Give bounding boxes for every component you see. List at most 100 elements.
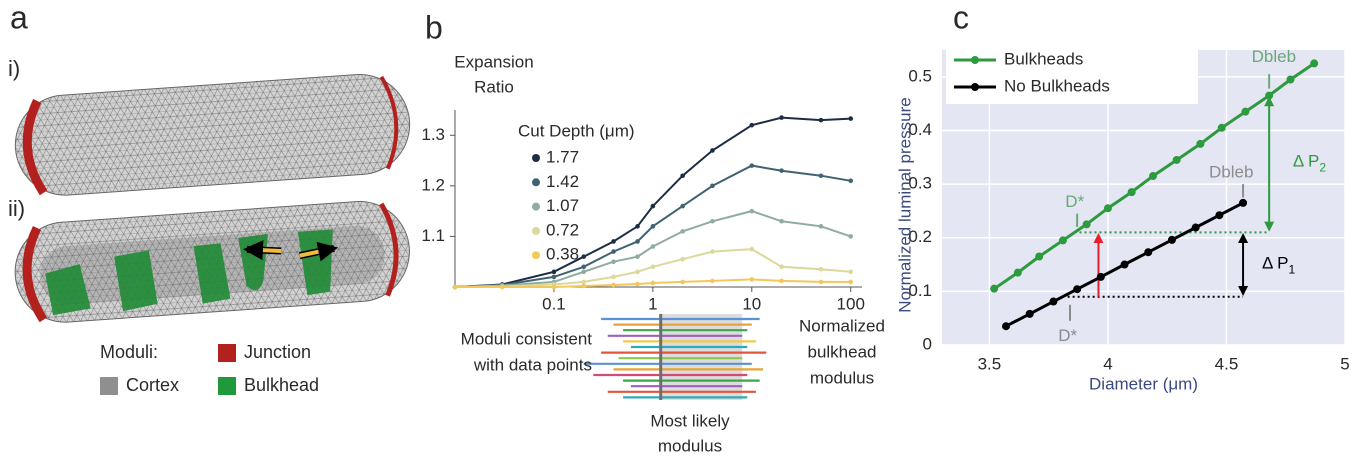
legend-label: Bulkhead: [244, 375, 319, 395]
data-point: [500, 285, 505, 290]
data-point: [848, 179, 853, 184]
data-point: [1073, 285, 1081, 293]
data-point: [453, 285, 458, 290]
data-point: [680, 204, 685, 209]
data-point: [1310, 59, 1318, 67]
legend-marker: [532, 251, 540, 259]
y-tick-label: 1.2: [421, 175, 445, 194]
most-likely-label: modulus: [658, 436, 722, 455]
x-axis-title: Diameter (μm): [1089, 374, 1198, 393]
x-tick-label: 1: [648, 294, 657, 313]
data-point: [1239, 199, 1247, 207]
ranges-label: Moduli consistent: [461, 329, 593, 348]
legend-swatch: [218, 344, 236, 362]
series-line: [455, 118, 851, 287]
y-axis-title: Ratio: [474, 77, 514, 96]
legend-label: 1.77: [546, 147, 579, 166]
data-point: [1121, 261, 1129, 269]
x-axis-title: Normalized: [799, 316, 885, 335]
data-point: [611, 249, 616, 254]
data-point: [1049, 298, 1057, 306]
legend-label: 0.72: [546, 220, 579, 239]
data-point: [710, 184, 715, 189]
x-tick-label: 5: [1340, 354, 1349, 373]
ranges-label: with data points: [473, 355, 592, 374]
legend-label: 1.42: [546, 172, 579, 191]
legend-label: Bulkheads: [1004, 49, 1083, 68]
data-point: [680, 229, 685, 234]
data-point: [1014, 269, 1022, 277]
data-point: [1215, 211, 1223, 219]
y-tick-label: 1.3: [421, 125, 445, 144]
y-axis-title: Expansion: [454, 52, 533, 71]
figure: abci)ii)Moduli:JunctionCortexBulkhead1.1…: [0, 0, 1357, 459]
data-point: [651, 204, 656, 209]
panel-label: a: [10, 0, 28, 35]
data-point: [552, 270, 557, 275]
data-point: [1265, 92, 1273, 100]
data-point: [749, 209, 754, 214]
legend-label: Junction: [244, 342, 311, 362]
x-tick-label: 4: [1103, 354, 1112, 373]
data-point: [710, 249, 715, 254]
x-tick-label: 3.5: [978, 354, 1002, 373]
data-point: [819, 173, 824, 178]
data-point: [581, 284, 586, 289]
data-point: [1144, 248, 1152, 256]
data-point: [819, 267, 824, 272]
annotation-subscript: 2: [1319, 161, 1326, 175]
data-point: [635, 270, 640, 275]
panel-label: b: [425, 9, 443, 45]
annotation-text: D*: [1058, 326, 1077, 345]
legend-label: No Bulkheads: [1004, 76, 1110, 95]
data-point: [819, 224, 824, 229]
data-point: [749, 163, 754, 168]
most-likely-label: Most likely: [650, 411, 730, 430]
data-point: [611, 275, 616, 280]
annotation: D*: [1058, 326, 1077, 345]
annotation-text: D*: [1065, 192, 1084, 211]
data-point: [1026, 310, 1034, 318]
data-point: [680, 280, 685, 285]
legend-label: Cortex: [126, 375, 179, 395]
x-tick-label: 4.5: [1215, 354, 1239, 373]
data-point: [1059, 236, 1067, 244]
data-point: [1002, 322, 1010, 330]
x-axis-title: bulkhead: [807, 342, 876, 361]
y-tick-label: 0.5: [908, 66, 932, 85]
data-point: [581, 280, 586, 285]
data-point: [848, 280, 853, 285]
data-point: [581, 270, 586, 275]
data-point: [779, 115, 784, 120]
legend-marker: [971, 56, 979, 64]
data-point: [710, 279, 715, 284]
data-point: [819, 280, 824, 285]
data-point: [1192, 224, 1200, 232]
data-point: [1128, 188, 1136, 196]
data-point: [779, 264, 784, 269]
cell-mesh: [12, 71, 413, 198]
row-label: ii): [8, 196, 25, 221]
x-tick-label: 10: [742, 294, 761, 313]
cell-render-i: [12, 71, 413, 198]
legend-marker: [532, 203, 540, 211]
data-point: [651, 264, 656, 269]
row-label: i): [8, 56, 20, 81]
data-point: [1196, 140, 1204, 148]
legend-title: Moduli:: [100, 342, 158, 362]
data-point: [1168, 236, 1176, 244]
data-point: [581, 254, 586, 259]
series-line: [455, 211, 851, 287]
data-point: [848, 270, 853, 275]
data-point: [1035, 253, 1043, 261]
data-point: [611, 239, 616, 244]
data-point: [635, 224, 640, 229]
data-point: [552, 285, 557, 290]
legend-marker: [971, 83, 979, 91]
data-point: [848, 116, 853, 121]
data-point: [1173, 156, 1181, 164]
annotation-text: Δ P: [1262, 254, 1288, 273]
y-tick-label: 0: [923, 334, 932, 353]
annotation: Dbleb: [1252, 48, 1296, 67]
data-point: [635, 254, 640, 259]
